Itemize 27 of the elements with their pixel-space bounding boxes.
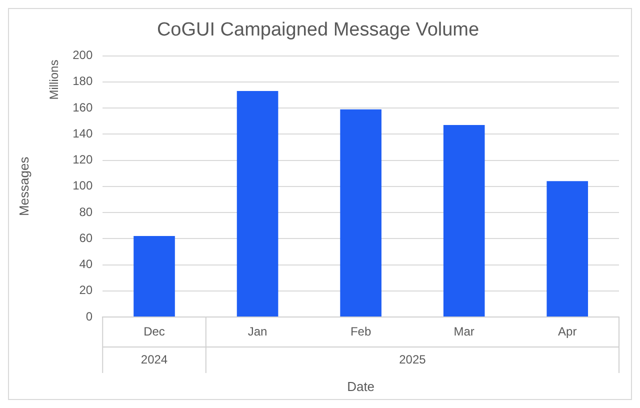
x-tick-label: Feb	[350, 324, 372, 339]
bar	[546, 181, 588, 316]
chart-title: CoGUI Campaigned Message Volume	[156, 20, 480, 41]
text: Millions	[46, 60, 61, 100]
y-tick-label: 180	[72, 74, 93, 88]
y-tick-label: 120	[72, 152, 93, 167]
y-tick-label: 160	[72, 100, 93, 114]
text: 2024	[140, 352, 168, 366]
y-tick-label: 100	[72, 178, 93, 193]
y-tick-label: 0	[86, 309, 93, 324]
y-tick-label: 40	[79, 257, 93, 272]
y-tick-label: 140	[72, 126, 93, 140]
y-tick-label: 60	[79, 230, 93, 245]
x-tick-label: Jan	[248, 324, 268, 339]
bar	[236, 91, 278, 316]
bar	[134, 236, 175, 316]
y-tick-label: 80	[79, 204, 93, 219]
bar	[340, 109, 382, 316]
x-tick-label: Dec	[144, 324, 165, 339]
y-tick-label: 20	[79, 283, 93, 298]
text: 2025	[399, 352, 426, 366]
y-tick-label: 200	[72, 48, 93, 62]
x-tick-label: Mar	[454, 324, 474, 339]
bar	[443, 125, 485, 316]
x-axis-title: Date	[347, 378, 375, 394]
y-axis-title: Messages	[16, 156, 32, 216]
x-tick-label: Apr	[558, 324, 577, 339]
